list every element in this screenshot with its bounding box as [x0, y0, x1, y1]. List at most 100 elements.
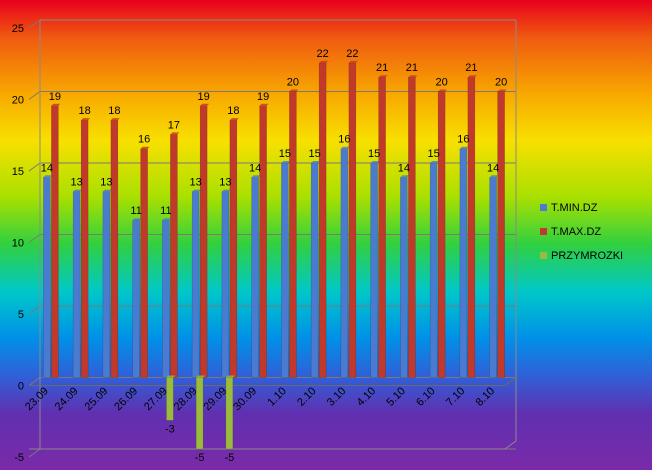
bar-cap [378, 75, 388, 78]
legend-label: PRZYMROZKI [551, 250, 623, 262]
data-label: -5 [224, 452, 234, 464]
bar [166, 377, 174, 421]
bar-cap [110, 118, 120, 121]
x-tick-label: 3.10 [325, 385, 349, 409]
bar-cap [170, 132, 180, 135]
data-label: 15 [428, 148, 440, 160]
data-label: 20 [287, 77, 299, 89]
gridline-side [28, 305, 41, 315]
bar-cap [73, 189, 83, 192]
bar-cap [192, 189, 202, 192]
bar-cap [438, 89, 448, 92]
gridline-side [28, 377, 41, 386]
bar-cap [81, 118, 91, 121]
bar-cap [166, 375, 176, 378]
bar [225, 377, 234, 450]
bar [43, 177, 51, 378]
bar-cap [43, 175, 53, 178]
bar-cap [225, 375, 235, 378]
bar-cap [319, 60, 329, 63]
x-tick-label: 4.10 [355, 385, 379, 409]
legend-swatch [540, 204, 547, 211]
y-tick-label: 0 [18, 381, 24, 393]
bar [408, 76, 416, 378]
bar [140, 148, 148, 378]
bar [162, 219, 170, 378]
x-tick-label: 25.09 [83, 385, 111, 413]
x-tick-label: 7.10 [444, 385, 468, 409]
bar [221, 191, 230, 378]
floor-right-edge [504, 440, 517, 450]
gridline-side [28, 448, 41, 458]
data-label: 21 [406, 62, 418, 74]
data-label: 18 [108, 105, 120, 117]
gridline-side [28, 162, 41, 172]
x-tick-label: 23.09 [23, 385, 51, 413]
x-tick-label: 24.09 [53, 385, 81, 413]
data-label: 22 [346, 48, 358, 60]
bar [199, 105, 208, 378]
bar-cap [200, 103, 210, 106]
data-label: 13 [100, 177, 112, 189]
data-label: 11 [130, 205, 141, 217]
legend-swatch [540, 228, 547, 235]
bar [370, 162, 378, 378]
data-label: 19 [198, 91, 210, 103]
data-label: -3 [165, 423, 175, 435]
bar [191, 191, 200, 378]
bar-cap [348, 60, 358, 63]
bar [229, 119, 238, 378]
legend-label: T.MIN.DZ [551, 202, 598, 214]
legend-label: T.MAX.DZ [551, 226, 601, 238]
bar-cap [281, 161, 291, 163]
bar [251, 177, 259, 378]
gridline-side [28, 91, 41, 100]
data-label: 21 [376, 62, 388, 74]
x-axis-depth [504, 377, 517, 386]
y-tick-label: -5 [14, 452, 24, 464]
data-label: 15 [368, 148, 380, 160]
bar [348, 62, 357, 378]
x-tick-label: 2.10 [295, 385, 319, 409]
data-label: 20 [495, 77, 507, 89]
bar [281, 162, 289, 378]
bar [378, 76, 386, 378]
x-tick-label: 28.09 [172, 385, 200, 413]
legend: T.MIN.DZ T.MAX.DZ PRZYMROZKI [540, 202, 623, 262]
data-label: 15 [309, 148, 321, 160]
bar [132, 219, 140, 378]
x-tick-label: 1.10 [265, 385, 289, 409]
data-label: 13 [190, 177, 202, 189]
bar-cap [221, 189, 231, 192]
data-label: 14 [487, 162, 499, 174]
x-tick-label: 27.09 [142, 385, 170, 413]
data-label: 16 [138, 134, 150, 146]
bar-cap [132, 218, 142, 221]
bar-cap [430, 161, 440, 163]
data-label: 20 [436, 77, 448, 89]
y-tick-label: 25 [12, 23, 24, 35]
bar [497, 91, 505, 378]
y-tick-label: 15 [12, 166, 24, 178]
bar-cap [259, 103, 269, 106]
data-label: 16 [457, 134, 469, 146]
x-tick-label: 8.10 [474, 385, 498, 409]
bar-cap [311, 161, 321, 163]
y-tick-label: 20 [12, 95, 24, 107]
bar-cap [408, 75, 418, 78]
bar [51, 105, 59, 378]
bar [400, 177, 408, 378]
bar [310, 162, 319, 378]
bar-cap [459, 146, 469, 149]
bar [459, 148, 468, 378]
bar-layer [43, 60, 507, 450]
bar [467, 76, 476, 378]
bar-cap [162, 218, 172, 221]
legend-swatch [540, 252, 547, 259]
data-label: 15 [279, 148, 291, 160]
data-label: 18 [227, 105, 239, 117]
x-tick-label: 29.09 [202, 385, 230, 413]
bar-cap [51, 103, 61, 106]
bar [110, 119, 119, 378]
